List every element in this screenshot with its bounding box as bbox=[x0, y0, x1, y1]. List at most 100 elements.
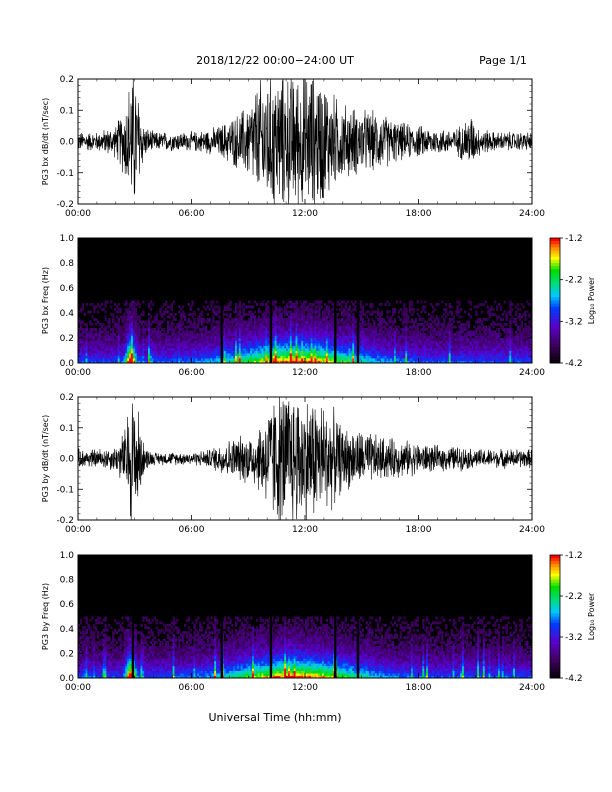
spectrogram-cell bbox=[157, 335, 160, 339]
spectrogram-cell bbox=[386, 338, 389, 341]
spectrogram-cell bbox=[208, 333, 211, 336]
spectrogram-cell bbox=[233, 350, 236, 354]
spectrogram-cell bbox=[206, 340, 209, 344]
spectrogram-cell bbox=[267, 333, 270, 336]
spectrogram-cell bbox=[314, 300, 317, 304]
spectrogram-cell bbox=[420, 323, 423, 326]
spectrogram-cell bbox=[437, 335, 440, 339]
spectrogram-cell bbox=[427, 358, 431, 361]
spectrogram-cell bbox=[477, 305, 480, 309]
spectrogram-cell bbox=[104, 330, 107, 334]
spectrogram-cell bbox=[393, 318, 397, 321]
spectrogram-cell bbox=[439, 353, 442, 356]
spectrogram-cell bbox=[238, 315, 242, 319]
spectrogram-cell bbox=[149, 348, 153, 351]
spectrogram-cell bbox=[528, 345, 531, 349]
spectrogram-cell bbox=[217, 330, 221, 334]
y-tick-label: 0.0 bbox=[60, 455, 75, 465]
spectrogram-cell bbox=[149, 338, 153, 341]
spectrogram-cell bbox=[138, 360, 141, 364]
spectrogram-cell bbox=[511, 315, 514, 319]
spectrogram-cell bbox=[331, 318, 334, 321]
spectrogram-cell bbox=[81, 358, 85, 361]
spectrogram-cell bbox=[293, 308, 296, 311]
spectrogram-cell bbox=[501, 350, 505, 354]
spectrogram-cell bbox=[361, 305, 365, 309]
spectrogram-cell bbox=[306, 308, 310, 311]
spectrogram-cell bbox=[115, 358, 119, 361]
spectrogram-cell bbox=[418, 335, 421, 339]
spectrogram-cell bbox=[469, 338, 472, 341]
spectrogram-cell bbox=[180, 345, 183, 349]
spectrogram-cell bbox=[507, 353, 510, 356]
spectrogram-cell bbox=[129, 315, 132, 319]
spectrogram-cell bbox=[363, 320, 366, 324]
spectrogram-cell bbox=[284, 335, 287, 339]
spectrogram-cell bbox=[427, 340, 431, 344]
spectrogram-cell bbox=[297, 353, 300, 356]
spectrogram-cell bbox=[344, 323, 348, 326]
spectrogram-cell bbox=[250, 333, 253, 336]
spectrogram-cell bbox=[195, 360, 198, 364]
spectrogram-cell bbox=[378, 333, 382, 336]
spectrogram-cell bbox=[484, 345, 487, 349]
spectrogram-cell bbox=[244, 333, 247, 336]
spectrogram-cell bbox=[465, 335, 469, 339]
spectrogram-cell bbox=[115, 360, 119, 364]
spectrogram-cell bbox=[112, 333, 115, 336]
spectrogram-cell bbox=[339, 328, 342, 331]
spectrogram-cell bbox=[337, 303, 340, 306]
spectrogram-cell bbox=[151, 348, 155, 351]
spectrogram-cell bbox=[267, 325, 270, 329]
spectrogram-cell bbox=[359, 335, 363, 339]
spectrogram-cell bbox=[299, 325, 302, 329]
spectrogram-cell bbox=[195, 335, 198, 339]
spectrogram-cell bbox=[444, 358, 448, 361]
spectrogram-cell bbox=[170, 338, 173, 341]
spectrogram-cell bbox=[142, 333, 145, 336]
spectrogram-cell bbox=[405, 323, 408, 326]
spectrogram-cell bbox=[390, 355, 393, 359]
spectrogram-cell bbox=[238, 353, 242, 356]
spectrogram-cell bbox=[424, 343, 427, 346]
spectrogram-cell bbox=[458, 300, 461, 304]
spectrogram-cell bbox=[482, 358, 486, 361]
spectrogram-cell bbox=[412, 323, 416, 326]
spectrogram-cell bbox=[272, 330, 276, 334]
spectrogram-cell bbox=[460, 315, 463, 319]
spectrogram-cell bbox=[170, 320, 173, 324]
spectrogram-cell bbox=[365, 330, 368, 334]
spectrogram-cell bbox=[426, 345, 429, 349]
x-tick-label: 12:00 bbox=[292, 368, 318, 378]
spectrogram-cell bbox=[403, 328, 406, 331]
spectrogram-cell bbox=[524, 355, 527, 359]
spectrogram-cell bbox=[274, 345, 278, 349]
spectrogram-cell bbox=[216, 323, 219, 326]
spectrogram-cell bbox=[350, 320, 353, 324]
spectrogram-cell bbox=[272, 355, 276, 359]
spectrogram-cell bbox=[497, 338, 501, 341]
spectrogram-cell bbox=[195, 353, 198, 356]
spectrogram-cell bbox=[132, 335, 136, 339]
spectrogram-cell bbox=[132, 323, 136, 326]
spectrogram-cell bbox=[130, 318, 134, 321]
spectrogram-cell bbox=[119, 333, 122, 336]
spectrogram-cell bbox=[108, 318, 111, 321]
spectrogram-cell bbox=[236, 343, 240, 346]
spectrogram-cell bbox=[359, 348, 363, 351]
spectrogram-cell bbox=[405, 358, 408, 361]
spectrogram-cell bbox=[465, 338, 469, 341]
spectrogram-cell bbox=[155, 350, 158, 354]
spectrogram-cell bbox=[108, 343, 111, 346]
spectrogram-cell bbox=[509, 323, 512, 326]
spectrogram-cell bbox=[149, 340, 153, 344]
spectrogram-cell bbox=[91, 328, 94, 331]
spectrogram-cell bbox=[367, 360, 370, 364]
spectrogram-cell bbox=[216, 333, 219, 336]
spectrogram-cell bbox=[166, 328, 170, 331]
spectrogram-cell bbox=[327, 313, 330, 316]
spectrogram-cell bbox=[314, 330, 317, 334]
spectrogram-cell bbox=[206, 333, 209, 336]
spectrogram-cell bbox=[210, 338, 213, 341]
spectrogram-cell bbox=[429, 303, 433, 306]
